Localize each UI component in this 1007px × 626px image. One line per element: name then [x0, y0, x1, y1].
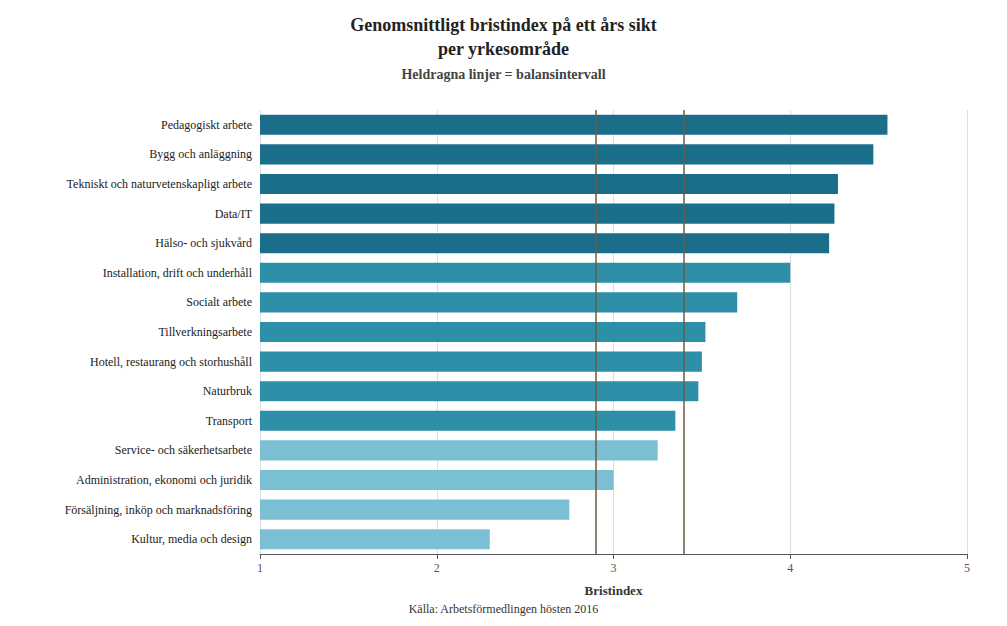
svg-text:Kultur, media och design: Kultur, media och design: [131, 532, 252, 546]
svg-text:Hotell, restaurang och storhus: Hotell, restaurang och storhushåll: [90, 355, 253, 369]
svg-text:Bygg och anläggning: Bygg och anläggning: [149, 147, 252, 161]
svg-text:Installation, drift och underh: Installation, drift och underhåll: [103, 266, 253, 280]
svg-text:Transport: Transport: [206, 414, 253, 428]
svg-text:Socialt arbete: Socialt arbete: [186, 295, 252, 309]
svg-text:per yrkesområde: per yrkesområde: [438, 39, 569, 59]
svg-text:Hälso- och sjukvård: Hälso- och sjukvård: [155, 236, 252, 250]
svg-text:Data/IT: Data/IT: [215, 207, 253, 221]
svg-text:Tekniskt och naturvetenskaplig: Tekniskt och naturvetenskapligt arbete: [67, 177, 252, 191]
svg-text:Källa: Arbetsförmedlingen höst: Källa: Arbetsförmedlingen hösten 2016: [409, 602, 599, 616]
svg-text:Försäljning, inköp och marknad: Försäljning, inköp och marknadsföring: [65, 503, 252, 517]
svg-text:Bristindex: Bristindex: [585, 583, 643, 598]
svg-text:Tillverkningsarbete: Tillverkningsarbete: [158, 325, 252, 339]
svg-text:3: 3: [611, 561, 617, 575]
svg-text:Pedagogiskt arbete: Pedagogiskt arbete: [161, 118, 252, 132]
svg-text:2: 2: [434, 561, 440, 575]
svg-text:5: 5: [964, 561, 970, 575]
svg-text:Naturbruk: Naturbruk: [203, 384, 252, 398]
svg-text:Administration, ekonomi och ju: Administration, ekonomi och juridik: [76, 473, 252, 487]
svg-text:4: 4: [787, 561, 793, 575]
svg-text:Heldragna linjer = balansinter: Heldragna linjer = balansintervall: [401, 67, 605, 82]
svg-text:Service- och säkerhetsarbete: Service- och säkerhetsarbete: [115, 443, 252, 457]
svg-text:1: 1: [257, 561, 263, 575]
svg-text:Genomsnittligt bristindex på e: Genomsnittligt bristindex på ett års sik…: [350, 15, 657, 35]
